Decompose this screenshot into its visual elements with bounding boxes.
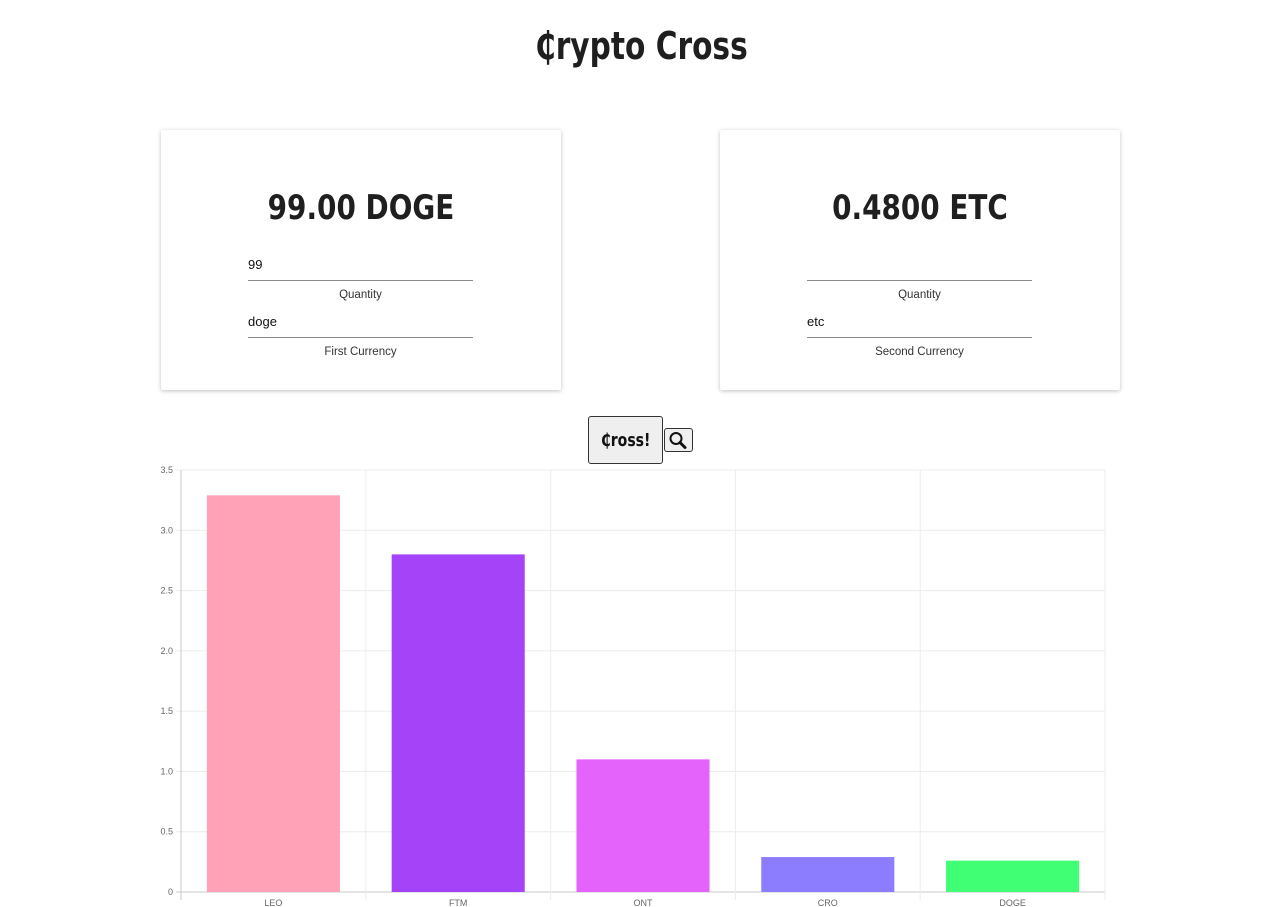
first-amount-display: 99.00 DOGE bbox=[267, 188, 455, 228]
second-amount-display: 0.4800 ETC bbox=[832, 188, 1008, 228]
bar-ont bbox=[576, 759, 710, 892]
search-button[interactable] bbox=[664, 428, 693, 452]
y-tick-label: 1.0 bbox=[160, 766, 173, 776]
first-currency-card: 99.00 DOGE Quantity First Currency bbox=[161, 130, 561, 390]
first-currency-input[interactable] bbox=[248, 313, 473, 338]
y-tick-label: 3.0 bbox=[160, 525, 173, 535]
bar-leo bbox=[206, 495, 340, 892]
second-quantity-field: Quantity bbox=[807, 256, 1032, 301]
y-tick-label: 2.5 bbox=[160, 586, 173, 596]
x-tick-label: ONT bbox=[634, 898, 654, 907]
y-tick-label: 3.5 bbox=[160, 465, 173, 475]
bar-chart: 0 0.5 1.0 1.5 2.0 2.5 3.0 3.5 LEO FTM ONT CRO DOGE bbox=[160, 465, 1106, 907]
second-currency-input[interactable] bbox=[807, 313, 1032, 338]
first-quantity-label: Quantity bbox=[339, 289, 382, 301]
first-currency-label: First Currency bbox=[324, 346, 397, 358]
bar-ftm bbox=[391, 554, 525, 892]
cross-button[interactable]: ₵ross! bbox=[588, 416, 663, 464]
second-quantity-input[interactable] bbox=[807, 256, 1032, 281]
bar-cro bbox=[761, 857, 895, 892]
first-currency-field: First Currency bbox=[248, 313, 473, 358]
cross-button-label: ₵ross! bbox=[600, 429, 651, 451]
second-currency-field: Second Currency bbox=[807, 313, 1032, 358]
y-tick-label: 0.5 bbox=[160, 827, 173, 837]
y-tick-label: 1.5 bbox=[160, 706, 173, 716]
y-tick-label: 2.0 bbox=[160, 646, 173, 656]
y-tick-label: 0 bbox=[168, 887, 173, 897]
magnifier-icon bbox=[669, 432, 687, 449]
x-tick-label: FTM bbox=[449, 898, 468, 907]
second-currency-card: 0.4800 ETC Quantity Second Currency bbox=[720, 130, 1120, 390]
x-tick-label: LEO bbox=[264, 898, 282, 907]
app-title: ₵rypto Cross bbox=[535, 24, 748, 68]
x-tick-label: DOGE bbox=[999, 898, 1026, 907]
second-quantity-label: Quantity bbox=[898, 289, 941, 301]
bar-doge bbox=[946, 860, 1080, 892]
first-quantity-input[interactable] bbox=[248, 256, 473, 281]
second-currency-label: Second Currency bbox=[875, 346, 964, 358]
x-tick-label: CRO bbox=[818, 898, 838, 907]
first-quantity-field: Quantity bbox=[248, 256, 473, 301]
